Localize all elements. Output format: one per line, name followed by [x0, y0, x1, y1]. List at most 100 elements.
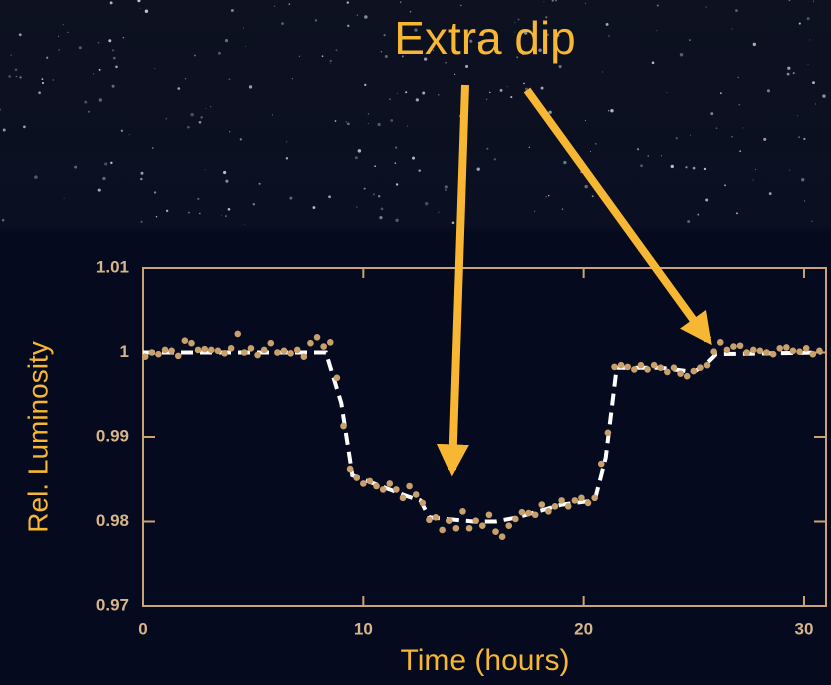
star [687, 220, 690, 223]
y-tick-label: 0.98 [96, 511, 129, 530]
data-point [228, 345, 235, 352]
data-point [743, 349, 750, 356]
star [59, 49, 60, 50]
y-axis-label: Rel. Luminosity [22, 341, 53, 532]
star [395, 162, 397, 164]
star [489, 92, 491, 94]
data-point [294, 347, 301, 354]
data-point [453, 525, 460, 532]
star [245, 46, 246, 47]
star [185, 78, 186, 79]
star [736, 212, 738, 214]
star [364, 188, 366, 190]
data-point [631, 366, 638, 373]
star [666, 92, 667, 93]
star [328, 195, 331, 198]
star [274, 6, 275, 7]
data-point [248, 345, 255, 352]
star [584, 185, 588, 189]
star [53, 79, 54, 80]
star [389, 98, 391, 100]
star [286, 157, 288, 159]
star [373, 193, 375, 195]
star [809, 39, 810, 40]
star [460, 5, 462, 7]
data-point [598, 461, 605, 468]
data-point [420, 500, 427, 507]
star [738, 104, 740, 106]
data-point [790, 348, 797, 355]
star [811, 221, 813, 223]
data-point [657, 364, 664, 371]
star [807, 17, 810, 20]
star [753, 180, 754, 181]
data-point [340, 423, 347, 430]
star [787, 73, 790, 76]
data-point [499, 533, 506, 540]
star [494, 158, 496, 160]
star [112, 49, 114, 51]
star [140, 8, 141, 9]
star [656, 30, 657, 31]
star [799, 23, 801, 25]
star [64, 198, 65, 199]
star [529, 147, 530, 148]
star [390, 119, 393, 122]
star [110, 1, 113, 4]
star [16, 76, 17, 77]
star [680, 53, 683, 56]
star [347, 1, 349, 3]
star [113, 57, 116, 60]
data-point [215, 348, 222, 355]
star [585, 3, 586, 4]
star [108, 39, 111, 42]
data-point [373, 483, 380, 490]
star [697, 214, 699, 216]
data-point [552, 503, 559, 510]
star [355, 156, 358, 159]
star [477, 167, 480, 170]
star [200, 116, 202, 118]
star [67, 32, 68, 33]
data-point [367, 478, 374, 485]
star [23, 125, 26, 128]
star [743, 127, 744, 128]
star [104, 162, 107, 165]
y-tick-label: 1 [120, 342, 129, 361]
star [115, 66, 118, 69]
star [249, 85, 252, 88]
star [123, 37, 125, 39]
data-point [585, 500, 592, 507]
x-tick-label: 0 [138, 619, 147, 638]
star [383, 34, 385, 36]
star [541, 87, 544, 90]
star [177, 87, 180, 90]
star [425, 202, 429, 206]
data-point [426, 517, 433, 524]
star [154, 68, 155, 69]
star [379, 216, 382, 219]
star [188, 212, 190, 214]
data-point [254, 352, 261, 359]
star [312, 206, 315, 209]
star [706, 7, 707, 8]
data-point [578, 495, 585, 502]
star [438, 212, 439, 213]
star [154, 191, 156, 193]
data-point [717, 339, 724, 346]
star [671, 165, 674, 168]
star [563, 161, 566, 164]
star [815, 104, 816, 105]
star [690, 135, 691, 136]
star [787, 67, 790, 70]
star [395, 146, 397, 148]
star [231, 9, 234, 12]
star [358, 149, 361, 152]
star [140, 178, 142, 180]
data-point [175, 353, 182, 360]
chart: Extra dip Time (hours) Rel. Luminosity 0… [0, 0, 831, 685]
data-point [545, 508, 552, 515]
star [720, 92, 722, 94]
star [225, 39, 228, 42]
star [486, 99, 487, 100]
